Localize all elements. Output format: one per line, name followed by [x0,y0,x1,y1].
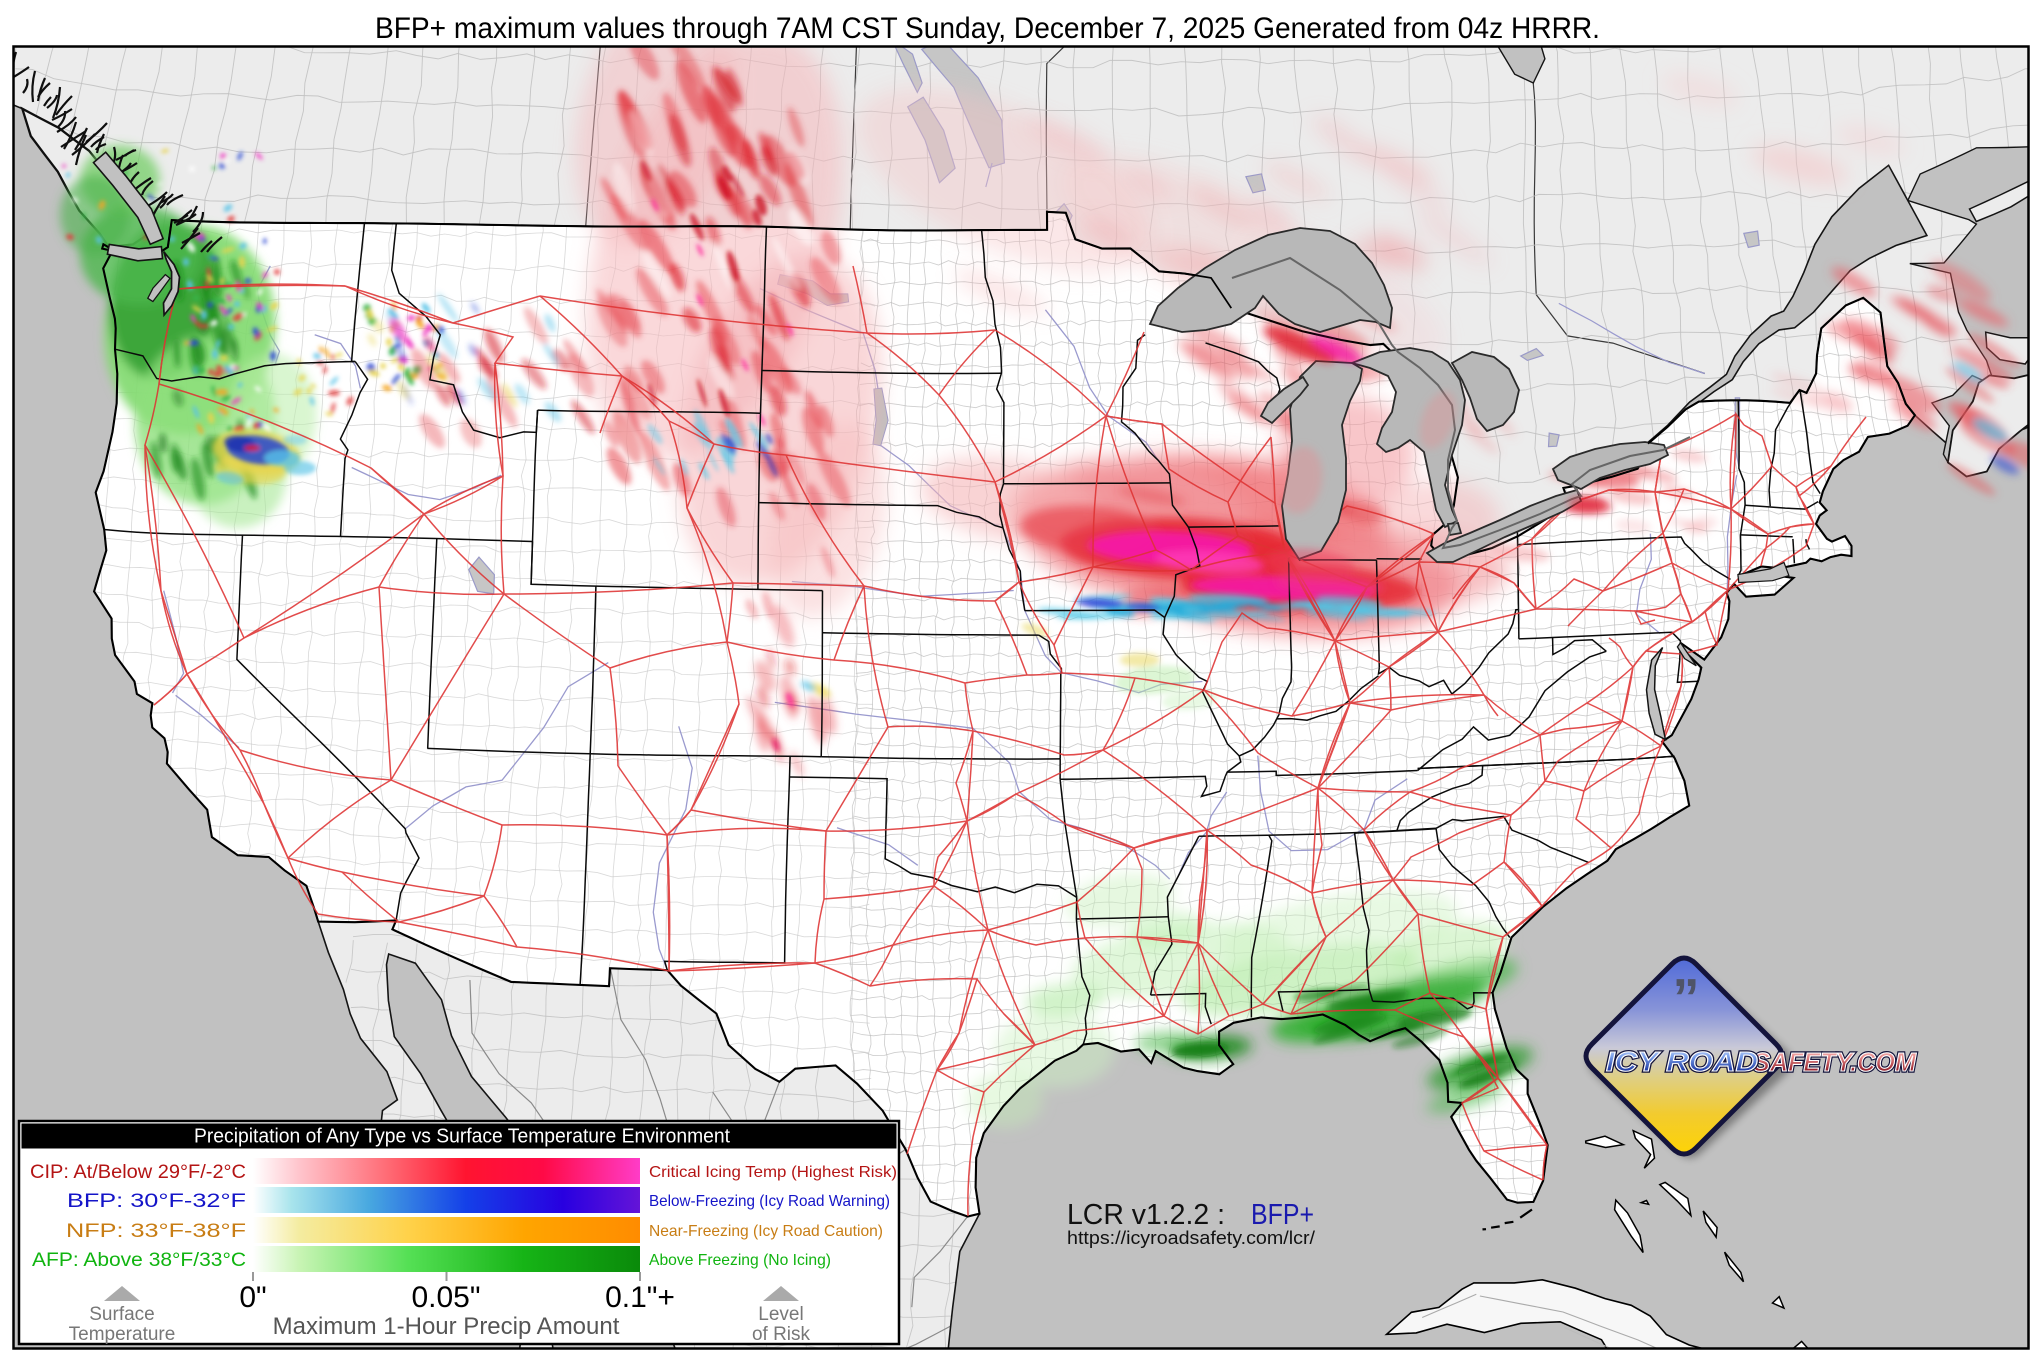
svg-text:https://icyroadsafety.com/lcr/: https://icyroadsafety.com/lcr/ [1067,1227,1316,1248]
svg-text:Maximum 1-Hour Precip Amount: Maximum 1-Hour Precip Amount [273,1313,620,1340]
svg-text:ICY ROAD: ICY ROAD [1606,1046,1758,1077]
svg-text:SAFETY.COM: SAFETY.COM [1753,1047,1917,1077]
svg-text:Precipitation of Any Type vs S: Precipitation of Any Type vs Surface Tem… [194,1126,730,1148]
svg-text:SAFETY.COM: SAFETY.COM [1753,1047,1917,1077]
svg-text:0.1"+: 0.1"+ [605,1281,675,1314]
svg-text:LCR v1.2.2 :: LCR v1.2.2 : [1067,1199,1225,1231]
svg-text:Surface: Surface [89,1304,154,1325]
svg-text:BFP+ maximum values through 7A: BFP+ maximum values through 7AM CST Sund… [375,12,1600,45]
svg-text:ICY ROAD: ICY ROAD [1606,1046,1758,1077]
svg-text:Level: Level [758,1304,803,1325]
svg-text:Critical Icing Temp (Highest R: Critical Icing Temp (Highest Risk) [649,1164,897,1181]
svg-text:CIP: At/Below 29°F/-2°C: CIP: At/Below 29°F/-2°C [30,1162,246,1183]
svg-text:0": 0" [239,1281,266,1314]
svg-text:Near-Freezing (Icy Road Cautio: Near-Freezing (Icy Road Caution) [649,1223,883,1240]
svg-text:AFP: Above 38°F/33°C: AFP: Above 38°F/33°C [32,1250,246,1271]
svg-text:Below-Freezing (Icy Road Warni: Below-Freezing (Icy Road Warning) [649,1193,890,1210]
svg-text:of Risk: of Risk [752,1324,811,1345]
svg-text:Above Freezing (No Icing): Above Freezing (No Icing) [649,1252,831,1269]
svg-text:Temperature: Temperature [69,1324,176,1345]
svg-text:BFP: 30°F-32°F: BFP: 30°F-32°F [67,1191,246,1212]
svg-text:0.05": 0.05" [411,1281,480,1314]
svg-text:NFP: 33°F-38°F: NFP: 33°F-38°F [66,1221,246,1242]
svg-text:BFP+: BFP+ [1251,1199,1314,1231]
svg-text:”: ” [1673,968,1700,1028]
